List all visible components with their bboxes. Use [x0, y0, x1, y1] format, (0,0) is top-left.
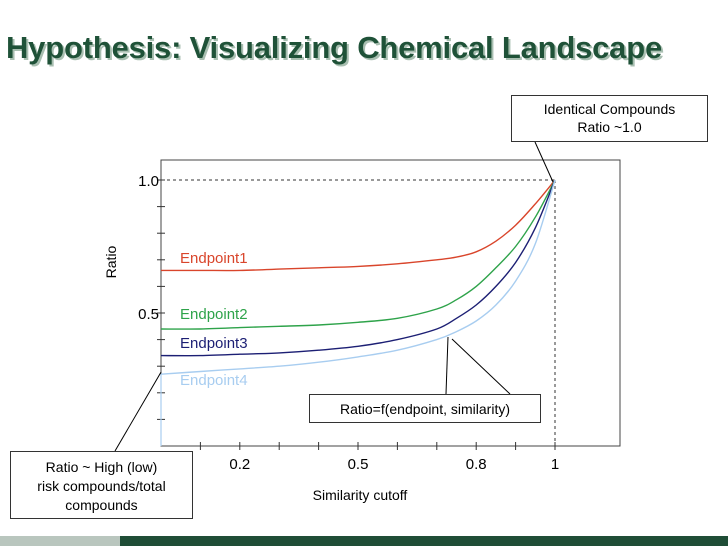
series-label-endpoint4: Endpoint4 [180, 372, 248, 389]
x-tick-label: 0.5 [348, 456, 369, 473]
series-line-endpoint2 [160, 179, 556, 330]
series-line-endpoint1 [161, 179, 556, 272]
connector-ratio-function-left [445, 336, 449, 395]
x-tick-label: 1 [551, 456, 559, 473]
y-tick-label: 1.0 [138, 173, 159, 190]
x-axis-label: Similarity cutoff [313, 487, 408, 503]
x-tick-label: 0.2 [229, 456, 250, 473]
connector-identical [534, 141, 554, 183]
high-low-ratio-text: Ratio ~ High (low) risk compounds/total … [37, 459, 166, 513]
series-line-endpoint3 [160, 179, 556, 357]
high-low-ratio-callout: Ratio ~ High (low) risk compounds/total … [10, 451, 193, 519]
connector-ratio-function-right [451, 338, 511, 395]
y-axis-label: Ratio [103, 245, 119, 278]
y-tick-label: 0.5 [138, 306, 159, 323]
series-label-endpoint3: Endpoint3 [180, 335, 248, 352]
footer-accent [0, 536, 120, 546]
identical-compounds-text: Identical Compounds Ratio ~1.0 [543, 101, 676, 135]
connector-high-low [114, 371, 162, 452]
series-line-endpoint4 [160, 179, 556, 375]
ratio-function-text: Ratio=f(endpoint, similarity) [339, 401, 510, 417]
identical-compounds-callout: Identical Compounds Ratio ~1.0 [511, 95, 708, 142]
series-label-endpoint1: Endpoint1 [180, 250, 248, 267]
ratio-function-callout: Ratio=f(endpoint, similarity) [309, 394, 541, 423]
slide-title: Hypothesis: Visualizing Chemical Landsca… [6, 30, 662, 65]
footer-bar [0, 536, 728, 546]
x-tick-label: 0.8 [466, 456, 487, 473]
series-label-endpoint2: Endpoint2 [180, 306, 248, 323]
